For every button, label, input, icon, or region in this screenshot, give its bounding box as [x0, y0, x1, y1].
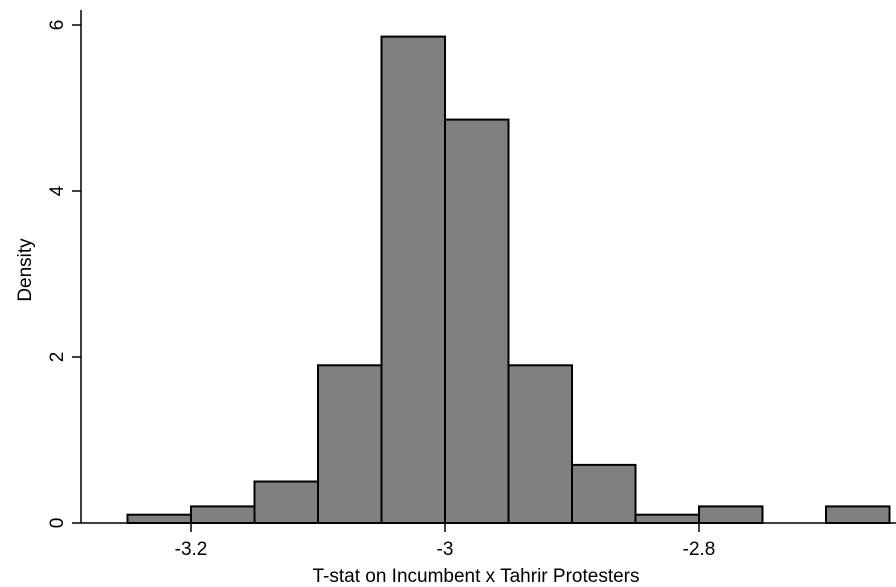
histogram-bar-6 — [507, 364, 573, 524]
y-tick-label-2: 4 — [47, 185, 68, 196]
histogram-bar-10 — [825, 505, 891, 524]
y-tick-label-0: 0 — [47, 518, 68, 529]
histogram-bar-2 — [253, 480, 319, 524]
histogram-bar-8 — [634, 513, 700, 525]
y-tick-label-1: 2 — [47, 352, 68, 363]
histogram-bar-0 — [126, 513, 192, 525]
y-axis-title: Density — [15, 238, 36, 302]
histogram-bar-3 — [317, 364, 383, 524]
x-axis-ticks: -3.2-3-2.8-2.6 — [175, 523, 716, 560]
histogram-bars — [126, 35, 891, 525]
histogram-bar-9 — [698, 505, 764, 524]
histogram-bar-4 — [380, 35, 446, 524]
y-axis-ticks: 0 2 4 6 — [47, 20, 81, 529]
x-tick-label-1: -3 — [437, 539, 454, 560]
histogram-bar-5 — [444, 118, 510, 524]
x-tick-label-2: -2.8 — [683, 539, 716, 560]
axes — [80, 10, 896, 524]
x-axis-title: T-stat on Incumbent x Tahrir Protesters — [312, 566, 639, 587]
x-tick-label-0: -3.2 — [175, 539, 208, 560]
histogram-bar-7 — [571, 463, 637, 524]
histogram-bar-1 — [190, 505, 256, 524]
y-tick-label-3: 6 — [47, 20, 68, 31]
